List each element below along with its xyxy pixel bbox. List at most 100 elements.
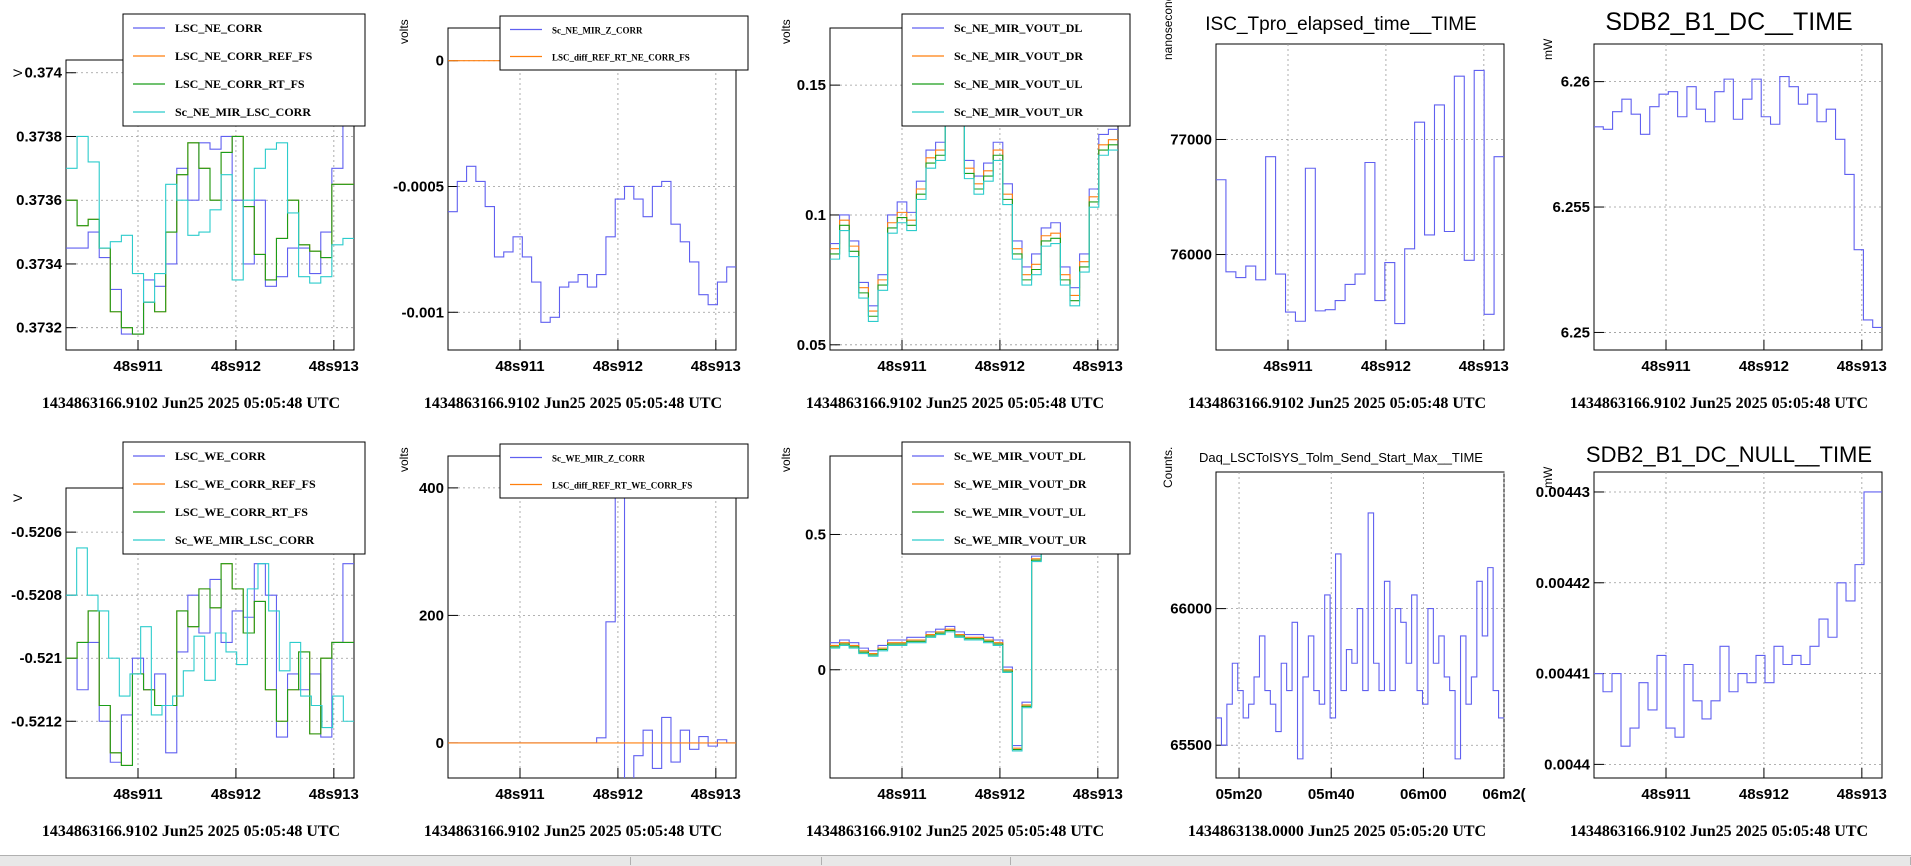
chart-caption: 1434863138.0000 Jun25 2025 05:05:20 UTC: [1187, 823, 1487, 840]
x-tick-label: 05m40: [1308, 786, 1355, 803]
x-tick-label: 48s913: [691, 358, 741, 375]
x-tick-label: 48s911: [113, 358, 162, 375]
legend-entry: Sc_NE_MIR_LSC_CORR: [175, 105, 311, 119]
x-tick-label: 48s911: [877, 358, 926, 375]
plot-frame: [1215, 43, 1505, 351]
chart-caption: 1434863166.9102 Jun25 2025 05:05:48 UTC: [1569, 823, 1869, 840]
status-bar-segment: [822, 857, 1011, 865]
y-axis-label: mW: [1541, 38, 1555, 60]
legend-box: [901, 441, 1131, 555]
legend-entry: Sc_WE_MIR_VOUT_DR: [954, 477, 1087, 491]
x-tick-label: 48s911: [877, 786, 926, 803]
x-tick-label: 48s913: [691, 786, 741, 803]
status-bar-segment: [0, 857, 631, 865]
x-tick-label: 48s912: [593, 358, 643, 375]
y-tick-label: 0.374: [24, 65, 62, 82]
x-tick-label: 05m20: [1216, 786, 1263, 803]
y-tick-label: 0: [436, 53, 444, 70]
series-line: [66, 547, 354, 729]
series-line: [1216, 69, 1504, 325]
x-tick-label: 48s911: [1263, 358, 1312, 375]
chart-svg: 48s911 48s912 48s913 -0.5212 -0.521 -0.5208 -0…: [11, 441, 366, 803]
y-tick-label: -0.0005: [393, 178, 444, 195]
chart-caption: 1434863166.9102 Jun25 2025 05:05:48 UTC: [1569, 395, 1869, 412]
chart-panel: 48s911 48s912 48s913 0 200 400 volts Sc_WE_MIR_…: [382, 428, 764, 855]
x-tick-label: 48s911: [495, 786, 544, 803]
y-tick-label: 0.00443: [1536, 484, 1590, 501]
legend-box: [499, 15, 749, 71]
series-line: [830, 87, 1118, 322]
chart-caption: 1434863166.9102 Jun25 2025 05:05:48 UTC: [423, 395, 723, 412]
legend-entry: LSC_diff_REF_RT_WE_CORR_FS: [552, 481, 692, 491]
legend-entry: Sc_NE_MIR_VOUT_DR: [954, 49, 1083, 63]
y-axis-label: nanosecond: [1161, 0, 1175, 60]
chart-panel: 05m20 05m40 06m00 06m2(65500 66000 Counts. Daq…: [1146, 428, 1528, 855]
chart-caption: 1434863166.9102 Jun25 2025 05:05:48 UTC: [805, 395, 1105, 412]
legend-entry: Sc_NE_MIR_VOUT_DL: [954, 21, 1082, 35]
y-axis-label: volts: [779, 447, 793, 472]
chart-svg: 48s911 48s912 48s913 0 200 400 volts Sc_WE_MIR_…: [397, 443, 749, 803]
chart-caption: 1434863166.9102 Jun25 2025 05:05:48 UTC: [423, 823, 723, 840]
y-tick-label: 0.0044: [1544, 756, 1591, 773]
y-tick-label: 0.05: [797, 337, 826, 354]
y-axis-label: Counts.: [1161, 447, 1175, 488]
legend-entry: LSC_NE_CORR_REF_FS: [175, 49, 313, 63]
x-tick-label: 48s911: [1641, 358, 1690, 375]
y-tick-label: 0.00442: [1536, 575, 1590, 592]
legend-box: [901, 13, 1131, 127]
y-axis-label: V: [11, 69, 25, 77]
chart-svg: 48s911 48s912 48s913 76000 77000 nanosecond IS…: [1161, 0, 1509, 375]
x-tick-label: 48s912: [593, 786, 643, 803]
y-axis-label: mW: [1541, 466, 1555, 488]
status-bar-segment: [631, 857, 822, 865]
legend-entry: Sc_WE_MIR_VOUT_UR: [954, 533, 1087, 547]
chart-panel: 48s911 48s912 48s913 6.25 6.255 6.26 mW SDB2_B1…: [1528, 0, 1910, 427]
legend-box: [122, 441, 366, 555]
x-tick-label: 48s912: [1361, 358, 1411, 375]
chart-panel: 48s911 48s912 48s913 -0.001 -0.0005 0 volts Sc_…: [382, 0, 764, 427]
x-tick-label: 48s913: [1459, 358, 1509, 375]
chart-svg: 48s911 48s912 48s913 0.0044 0.00441 0.00442 0.…: [1536, 442, 1887, 803]
y-tick-label: -0.5212: [11, 713, 62, 730]
legend-box: [499, 443, 749, 499]
y-tick-label: 77000: [1170, 131, 1212, 148]
x-tick-label: 48s912: [975, 358, 1025, 375]
y-tick-label: -0.521: [19, 650, 62, 667]
x-tick-label: 48s912: [975, 786, 1025, 803]
chart-svg: 05m20 05m40 06m00 06m2(65500 66000 Counts. Daq…: [1161, 447, 1526, 803]
y-tick-label: 66000: [1170, 601, 1212, 618]
chart-svg: 48s911 48s912 48s913 0.3732 0.3734 0.3736 0.37…: [11, 13, 366, 375]
series-line: [1594, 76, 1882, 328]
series-line: [448, 165, 736, 323]
legend-box: [122, 13, 366, 127]
x-tick-label: 48s913: [1073, 786, 1123, 803]
series-line: [66, 563, 354, 766]
legend-entry: LSC_WE_CORR_REF_FS: [175, 477, 316, 491]
x-tick-label: 48s913: [1073, 358, 1123, 375]
legend-entry: LSC_diff_REF_RT_NE_CORR_FS: [552, 53, 690, 63]
legend-entry: LSC_NE_CORR_RT_FS: [175, 77, 305, 91]
chart-panel: 48s911 48s912 48s913 0.3732 0.3734 0.3736 0.37…: [0, 0, 382, 427]
y-tick-label: 0.15: [797, 77, 826, 94]
x-tick-label: 48s912: [1739, 358, 1789, 375]
y-tick-label: 6.255: [1552, 199, 1590, 216]
chart-svg: 48s911 48s912 48s913 0 0.5 volts Sc_WE_MIR_VOU…: [779, 441, 1131, 803]
legend-entry: Sc_WE_MIR_VOUT_UL: [954, 505, 1086, 519]
y-tick-label: 6.25: [1561, 324, 1590, 341]
y-axis-label: volts: [779, 19, 793, 44]
y-axis-label: volts: [397, 447, 411, 472]
y-tick-label: 76000: [1170, 247, 1212, 264]
chart-panel: 48s911 48s912 48s913 -0.5212 -0.521 -0.5208 -0…: [0, 428, 382, 855]
y-tick-label: 0.3736: [16, 192, 62, 209]
y-tick-label: 0.3738: [16, 128, 62, 145]
plot-frame: [1215, 471, 1505, 779]
y-tick-label: 0.5: [805, 526, 826, 543]
series-line: [1216, 512, 1504, 760]
chart-title: SDB2_B1_DC__TIME: [1605, 8, 1852, 36]
series-line: [66, 135, 354, 303]
x-tick-label: 06m00: [1400, 786, 1447, 803]
plot-frame: [447, 455, 737, 779]
legend-entry: Sc_NE_MIR_VOUT_UR: [954, 105, 1083, 119]
series-line: [1594, 491, 1882, 747]
